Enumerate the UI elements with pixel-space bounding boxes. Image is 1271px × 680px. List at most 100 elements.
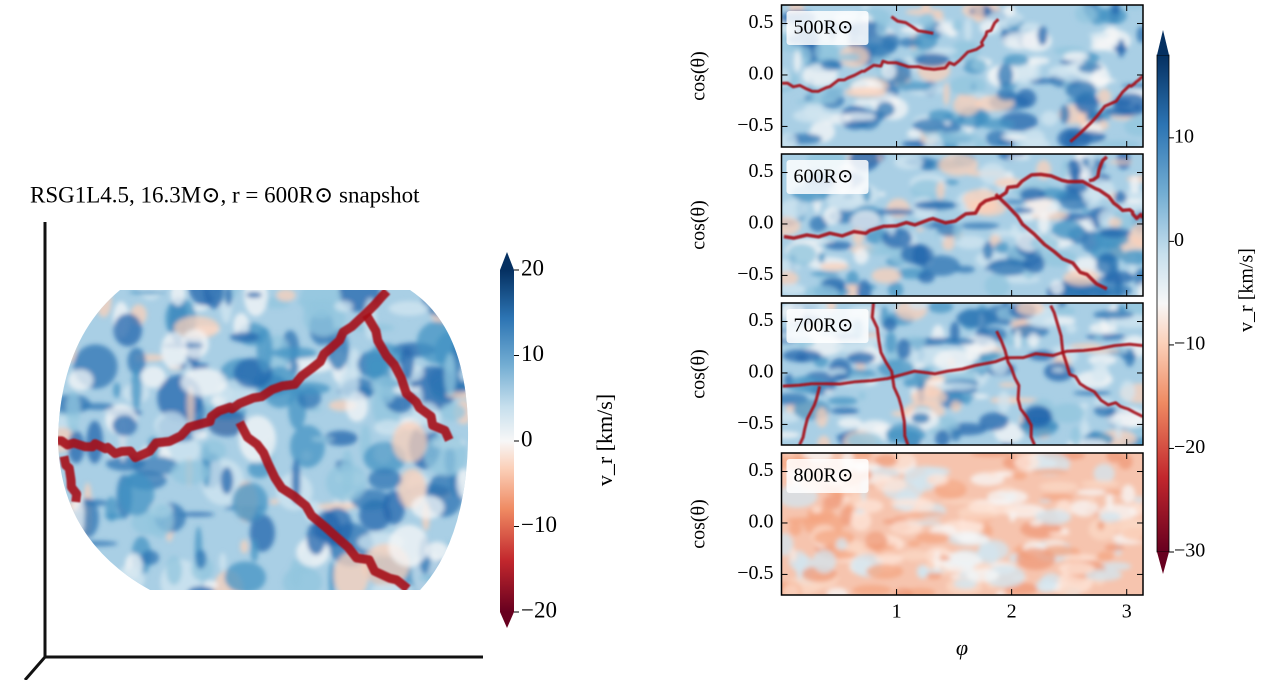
y-tick-label: −0.5 bbox=[737, 114, 773, 136]
blob bbox=[914, 53, 950, 68]
blob bbox=[1088, 154, 1095, 170]
blob bbox=[58, 561, 98, 581]
blob bbox=[1069, 343, 1103, 350]
blob bbox=[809, 216, 828, 233]
blob bbox=[67, 369, 94, 391]
blob bbox=[916, 227, 924, 232]
streak bbox=[1069, 74, 1143, 143]
blob bbox=[383, 490, 405, 525]
blob bbox=[893, 155, 924, 170]
colorbar-tick-label: −20 bbox=[521, 597, 557, 622]
blob bbox=[1108, 160, 1133, 165]
y-tick-label: −0.5 bbox=[737, 263, 773, 285]
blob bbox=[1061, 528, 1070, 534]
blob bbox=[1035, 578, 1057, 593]
blob bbox=[924, 133, 944, 147]
blob bbox=[879, 191, 886, 197]
blob bbox=[837, 417, 863, 429]
blob bbox=[72, 540, 118, 547]
blob bbox=[118, 472, 155, 516]
blob bbox=[795, 98, 837, 105]
blob bbox=[1095, 253, 1119, 275]
blob bbox=[190, 305, 208, 312]
blob bbox=[388, 524, 429, 567]
blob bbox=[876, 101, 895, 118]
blob bbox=[853, 99, 873, 106]
blob bbox=[1125, 198, 1143, 204]
blob bbox=[240, 539, 249, 554]
blob bbox=[1003, 5, 1016, 16]
blob bbox=[819, 262, 850, 271]
blob bbox=[187, 385, 194, 428]
blob bbox=[1034, 509, 1072, 525]
blob bbox=[905, 8, 945, 16]
blob bbox=[811, 505, 823, 514]
blob bbox=[985, 130, 1009, 147]
blob bbox=[953, 578, 977, 590]
y-tick-label: −0.5 bbox=[737, 412, 773, 434]
blob bbox=[1082, 208, 1089, 214]
blob bbox=[984, 273, 1010, 296]
blob bbox=[324, 430, 358, 446]
blob bbox=[1024, 407, 1054, 424]
streak bbox=[798, 385, 822, 445]
blob bbox=[1007, 155, 1031, 160]
blob bbox=[338, 368, 359, 402]
blob bbox=[913, 200, 956, 210]
streak bbox=[1049, 304, 1143, 418]
blob bbox=[991, 229, 1025, 237]
blob bbox=[1118, 453, 1133, 470]
blob bbox=[317, 502, 358, 511]
blob bbox=[1012, 471, 1027, 480]
blob bbox=[289, 558, 303, 589]
colorbar-tick-label: −10 bbox=[1174, 333, 1205, 355]
blob bbox=[368, 468, 402, 490]
blob bbox=[900, 244, 934, 265]
blob bbox=[1073, 390, 1111, 396]
blob bbox=[887, 221, 896, 236]
blob bbox=[850, 210, 881, 231]
blob bbox=[147, 502, 174, 539]
blob bbox=[889, 520, 923, 535]
blob bbox=[1116, 304, 1128, 313]
blob bbox=[311, 436, 335, 442]
blob bbox=[886, 198, 910, 219]
texture-streaks bbox=[781, 15, 1143, 143]
blob bbox=[933, 550, 941, 574]
texture-blobs bbox=[781, 154, 1143, 296]
blob bbox=[926, 571, 942, 579]
blob bbox=[1063, 269, 1100, 286]
blob bbox=[1075, 5, 1097, 24]
blob bbox=[1014, 508, 1034, 514]
blob bbox=[918, 12, 936, 30]
blob bbox=[782, 583, 800, 595]
blob bbox=[871, 267, 901, 284]
blob bbox=[1012, 207, 1034, 214]
blob bbox=[1015, 547, 1056, 570]
blob bbox=[994, 471, 1013, 477]
blob bbox=[1015, 303, 1044, 316]
blob bbox=[1019, 187, 1046, 202]
blob bbox=[1098, 562, 1132, 571]
blob bbox=[955, 235, 986, 250]
streak bbox=[781, 18, 1000, 93]
blob bbox=[225, 290, 232, 307]
blob bbox=[1063, 554, 1097, 562]
blob bbox=[73, 290, 90, 304]
blob bbox=[1121, 520, 1143, 541]
blob bbox=[964, 18, 972, 42]
blob bbox=[306, 521, 326, 555]
blob bbox=[785, 517, 822, 524]
blob bbox=[1019, 138, 1051, 147]
blob bbox=[943, 338, 976, 345]
blob bbox=[250, 538, 259, 563]
y-tick-label: 0.0 bbox=[749, 63, 774, 85]
blob bbox=[170, 459, 209, 485]
blob bbox=[112, 414, 138, 436]
blob bbox=[817, 252, 826, 263]
blob bbox=[830, 407, 859, 415]
blob bbox=[997, 63, 1014, 87]
blob bbox=[950, 321, 960, 343]
streak bbox=[235, 420, 411, 590]
blob bbox=[998, 382, 1018, 388]
